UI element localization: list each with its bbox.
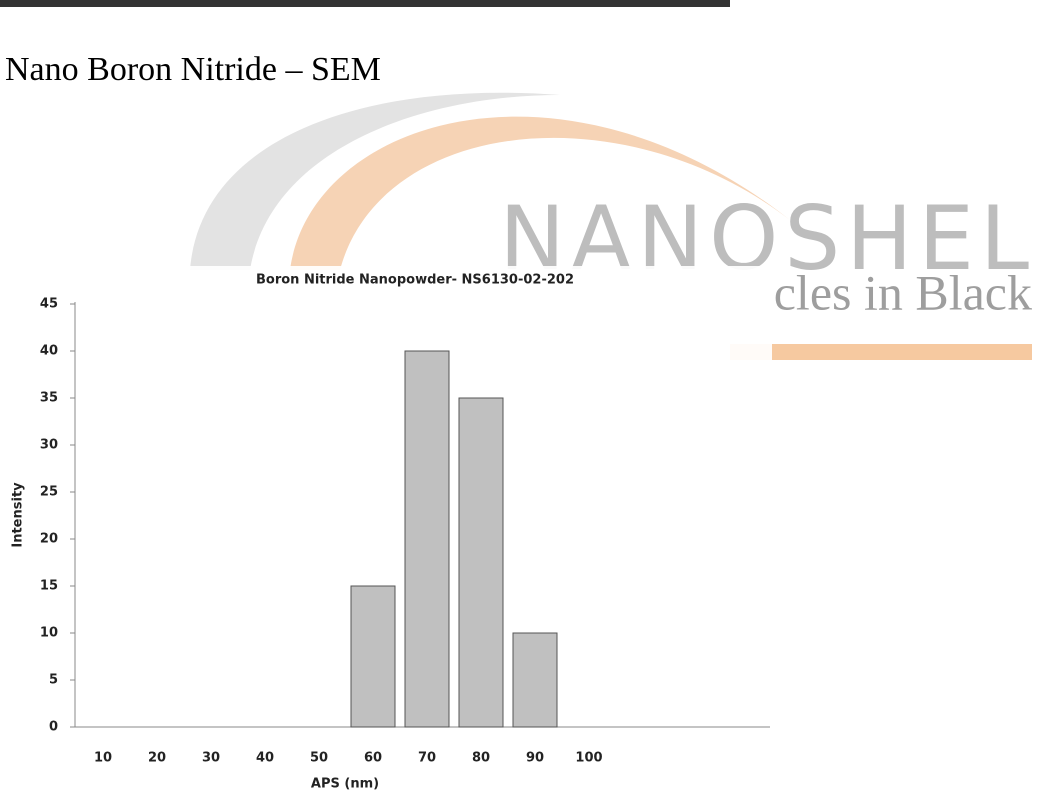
x-tick-label: 30 — [202, 751, 220, 766]
y-tick-label: 35 — [40, 391, 58, 406]
x-axis-label: APS (nm) — [311, 777, 379, 792]
y-axis-label: Intensity — [11, 482, 26, 548]
y-tick-label: 25 — [40, 485, 58, 500]
x-tick-label: 90 — [526, 751, 544, 766]
x-tick-label: 50 — [310, 751, 328, 766]
page: NANOSHEL cles in Black Nano Boron Nitrid… — [0, 0, 1037, 796]
y-tick-label: 15 — [40, 579, 58, 594]
x-tick-label: 70 — [418, 751, 436, 766]
x-tick-label: 40 — [256, 751, 274, 766]
y-tick-label: 20 — [40, 532, 58, 547]
watermark-bar — [730, 344, 1032, 360]
bar — [459, 398, 503, 727]
y-tick-label: 30 — [40, 438, 58, 453]
bar — [513, 633, 557, 727]
y-tick-label: 5 — [49, 673, 58, 688]
y-tick-label: 0 — [49, 720, 58, 735]
y-tick-label: 45 — [40, 297, 58, 312]
watermark-tagline: cles in Black — [774, 264, 1032, 320]
chart: Boron Nitride Nanopowder- NS6130-02-202 … — [0, 266, 772, 796]
page-heading: Nano Boron Nitride – SEM — [5, 51, 381, 88]
x-tick-label: 80 — [472, 751, 490, 766]
x-tick-label: 20 — [148, 751, 166, 766]
top-image-edge — [0, 0, 730, 7]
x-tick-label: 60 — [364, 751, 382, 766]
x-tick-label: 10 — [94, 751, 112, 766]
bar — [351, 586, 395, 727]
x-tick-label: 100 — [575, 751, 602, 766]
bar — [405, 351, 449, 727]
screen: NANOSHEL cles in Black Nano Boron Nitrid… — [0, 0, 1037, 796]
y-tick-label: 40 — [40, 344, 58, 359]
chart-title: Boron Nitride Nanopowder- NS6130-02-202 — [256, 273, 574, 288]
y-tick-label: 10 — [40, 626, 58, 641]
